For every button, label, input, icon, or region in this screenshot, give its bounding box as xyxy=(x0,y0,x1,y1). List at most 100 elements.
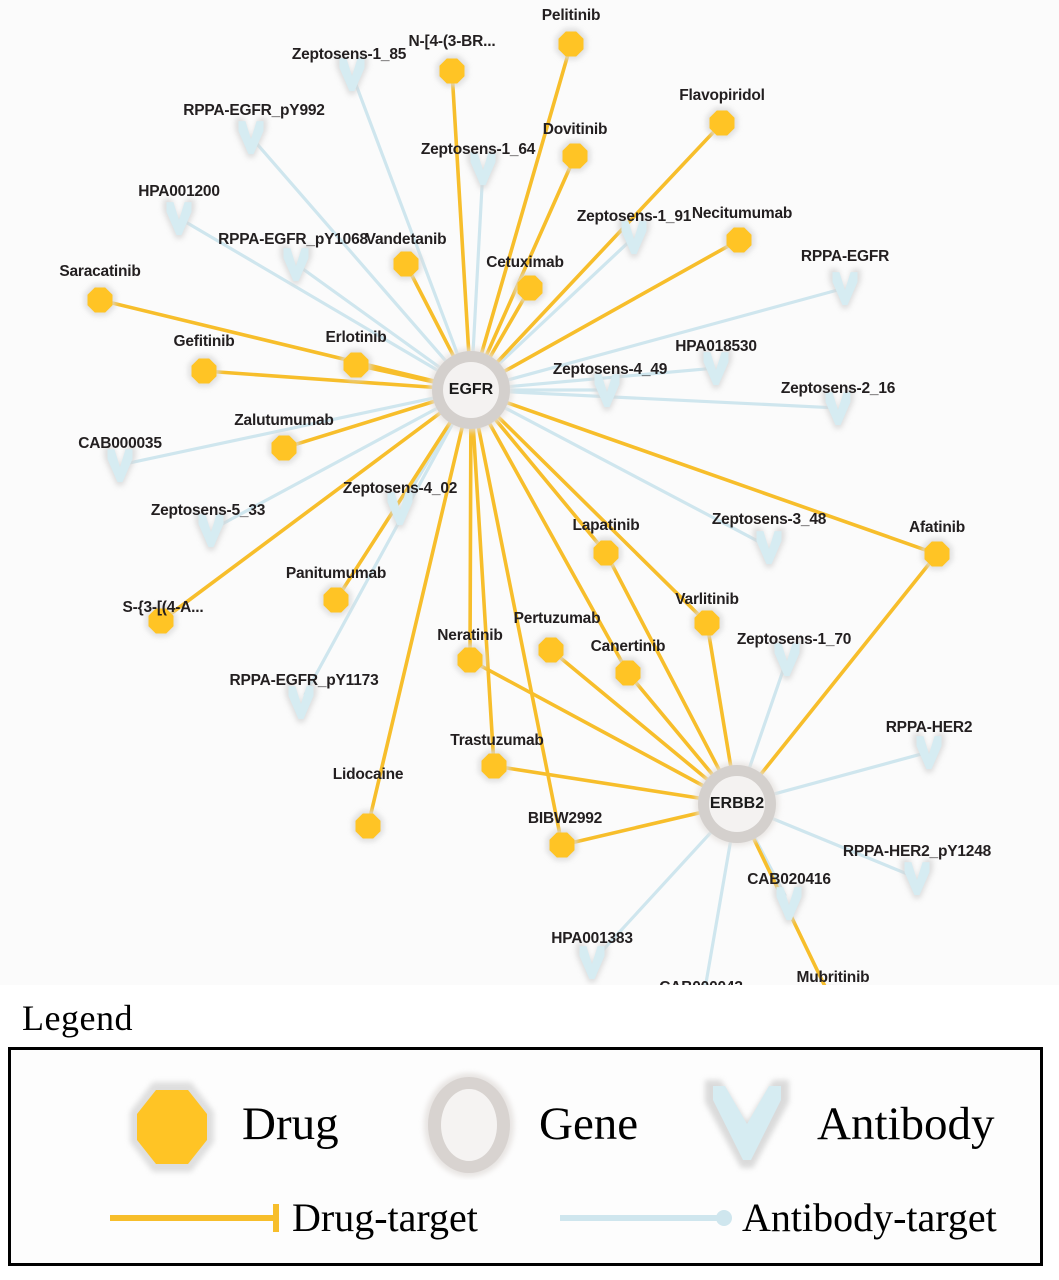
edge xyxy=(568,809,710,845)
drug-node[interactable] xyxy=(562,143,588,169)
legend-item-drug-target: Drug-target xyxy=(106,1198,478,1238)
edges-layer xyxy=(106,50,934,1005)
drug-node[interactable] xyxy=(457,647,483,673)
edge xyxy=(468,418,473,653)
drug-node[interactable] xyxy=(924,541,950,567)
antibody-node[interactable] xyxy=(832,272,858,306)
legend-edges-row: Drug-target Antibody-target xyxy=(11,1198,1040,1258)
antibody-node[interactable] xyxy=(238,121,264,155)
edge xyxy=(217,402,447,528)
edge xyxy=(489,127,718,370)
legend-panel: Legend Drug Gene xyxy=(0,985,1059,1280)
legend-label-drug: Drug xyxy=(242,1097,339,1150)
drug-node[interactable] xyxy=(191,358,217,384)
edge xyxy=(556,653,716,787)
antibody-node[interactable] xyxy=(904,862,930,896)
drug-node[interactable] xyxy=(558,31,584,57)
drug-node[interactable] xyxy=(517,275,543,301)
edge xyxy=(596,824,719,957)
edge xyxy=(471,418,496,759)
edge xyxy=(475,417,563,838)
antibody-node[interactable] xyxy=(774,643,800,677)
legend-label-gene: Gene xyxy=(539,1097,639,1150)
edge xyxy=(477,50,571,363)
edge xyxy=(488,411,603,548)
gene-icon xyxy=(424,1073,514,1177)
network-graph-canvas: Pelitinib N-[4-(3-BR... Flavopiridol Doviti… xyxy=(59,7,992,1005)
drug-node[interactable] xyxy=(355,813,381,839)
edge xyxy=(706,630,734,777)
edge xyxy=(368,417,466,820)
edge xyxy=(700,831,734,1005)
edge xyxy=(290,397,445,448)
gene-node-label: ERBB2 xyxy=(709,795,765,812)
drug-node[interactable] xyxy=(481,753,507,779)
legend-box: Drug Gene Antibody xyxy=(8,1047,1043,1266)
drug-node[interactable] xyxy=(709,110,735,136)
drug-node[interactable] xyxy=(549,832,575,858)
drug-node[interactable] xyxy=(148,608,174,634)
drug-node[interactable] xyxy=(271,435,297,461)
antibody-node[interactable] xyxy=(470,152,496,186)
legend-item-drug: Drug xyxy=(116,1068,339,1180)
edge xyxy=(484,293,528,366)
edge xyxy=(490,409,703,619)
edge xyxy=(501,765,710,802)
edge xyxy=(255,142,453,369)
edge xyxy=(185,220,447,377)
antibody-node[interactable] xyxy=(825,392,851,426)
legend-item-antibody-target: Antibody-target xyxy=(556,1198,997,1238)
drug-node[interactable] xyxy=(726,227,752,253)
legend-item-antibody: Antibody xyxy=(691,1068,995,1180)
edge xyxy=(301,267,449,375)
antibody-node[interactable] xyxy=(387,492,413,526)
drug-node[interactable] xyxy=(323,587,349,613)
gene-node[interactable] xyxy=(709,776,765,832)
legend-item-gene: Gene xyxy=(413,1068,638,1180)
edge xyxy=(608,559,725,780)
drug-node[interactable] xyxy=(343,352,369,378)
edge xyxy=(303,414,459,696)
drug-node[interactable] xyxy=(615,660,641,686)
antibody-node[interactable] xyxy=(594,374,620,408)
antibody-node[interactable] xyxy=(579,946,605,980)
edge xyxy=(495,402,763,545)
edge xyxy=(353,80,463,364)
drug-node[interactable] xyxy=(593,540,619,566)
antibody-node[interactable] xyxy=(339,58,365,92)
antibody-node[interactable] xyxy=(703,352,729,386)
edge xyxy=(631,678,720,783)
antibody-target-edge-icon xyxy=(560,1210,732,1226)
edge xyxy=(499,389,831,410)
antibody-node[interactable] xyxy=(756,531,782,565)
drug-node[interactable] xyxy=(439,58,465,84)
edge xyxy=(499,367,709,389)
legend-title: Legend xyxy=(22,998,133,1038)
edge xyxy=(127,394,444,465)
antibody-node[interactable] xyxy=(916,736,942,770)
legend-shapes-row: Drug Gene Antibody xyxy=(11,1068,1040,1178)
antibody-node[interactable] xyxy=(288,686,314,720)
antibody-node[interactable] xyxy=(107,449,133,483)
edge xyxy=(106,300,444,385)
legend-label-antibody-target: Antibody-target xyxy=(742,1195,997,1240)
edge xyxy=(753,559,934,783)
legend-label-antibody: Antibody xyxy=(817,1097,995,1150)
edge xyxy=(483,414,626,667)
antibody-node[interactable] xyxy=(621,221,647,255)
gene-node-label: EGFR xyxy=(448,381,494,398)
gene-node[interactable] xyxy=(443,362,499,418)
antibody-node[interactable] xyxy=(776,887,802,921)
legend-label-drug-target: Drug-target xyxy=(292,1195,478,1240)
edge xyxy=(495,242,733,378)
drug-node[interactable] xyxy=(694,610,720,636)
drug-node[interactable] xyxy=(538,637,564,663)
antibody-node[interactable] xyxy=(283,248,309,282)
antibody-node[interactable] xyxy=(166,202,192,236)
edge xyxy=(408,270,460,366)
drug-node[interactable] xyxy=(87,287,113,313)
drug-node[interactable] xyxy=(393,251,419,277)
network-svg xyxy=(84,28,953,1005)
antibody-node[interactable] xyxy=(198,514,224,548)
edge xyxy=(211,369,443,390)
